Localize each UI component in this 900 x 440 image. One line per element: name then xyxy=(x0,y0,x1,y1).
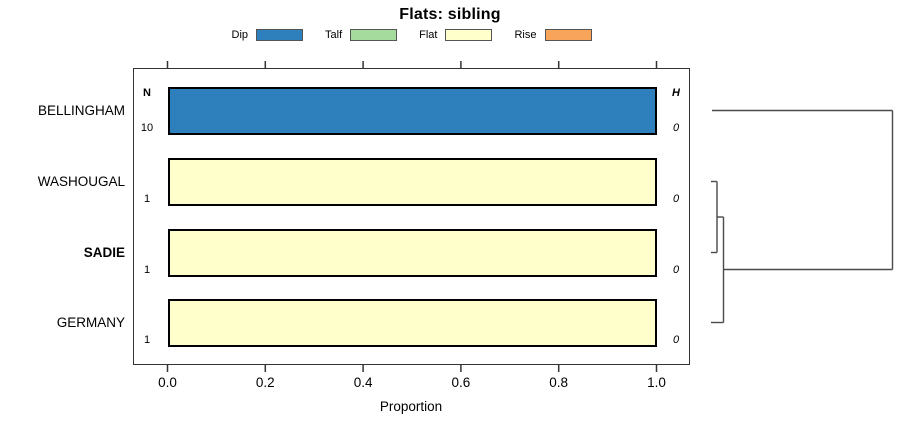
legend-item-talf: Talf xyxy=(325,28,398,42)
h-value: 0 xyxy=(672,263,680,276)
h-value: 0 xyxy=(672,193,680,205)
bar-segment-flat xyxy=(169,160,655,204)
legend-item-flat: Flat xyxy=(419,28,493,42)
legend-label: Flat xyxy=(419,29,438,41)
x-tick-label: 0.8 xyxy=(549,375,569,390)
h-column-header: H xyxy=(672,87,680,99)
n-column-header: N xyxy=(143,87,151,99)
h-value: 0 xyxy=(672,333,680,346)
legend-swatch xyxy=(445,29,493,41)
n-value: 1 xyxy=(143,263,151,276)
proportion-bar-washougal xyxy=(167,158,657,206)
chart-title: Flats: sibling xyxy=(399,6,501,23)
x-tick-label: 0.0 xyxy=(158,375,177,390)
legend-label: Rise xyxy=(514,29,537,41)
n-value: 10 xyxy=(140,122,154,134)
legend-item-dip: Dip xyxy=(232,28,304,42)
bar-segment-dip xyxy=(169,89,655,133)
proportion-bar-sadie xyxy=(167,228,657,277)
legend-label: Talf xyxy=(325,29,343,41)
legend-item-rise: Rise xyxy=(514,28,592,42)
n-value: 1 xyxy=(143,193,151,205)
y-axis-label-washougal: WASHOUGAL xyxy=(37,174,125,189)
x-tick-label: 0.6 xyxy=(451,375,471,390)
n-value: 1 xyxy=(143,333,151,346)
legend-label: Dip xyxy=(231,29,249,41)
bar-segment-flat xyxy=(169,230,655,275)
x-tick-label: 1.0 xyxy=(647,375,666,390)
y-axis-label-germany: GERMANY xyxy=(56,314,125,330)
y-axis-label-bellingham: BELLINGHAM xyxy=(37,103,125,118)
legend: Dip Talf Flat Rise xyxy=(133,27,690,43)
proportion-bar-germany xyxy=(167,298,657,347)
x-axis-title: Proportion xyxy=(379,399,443,414)
legend-swatch xyxy=(350,29,398,41)
bar-segment-flat xyxy=(169,300,655,345)
x-tick-label: 0.2 xyxy=(255,375,275,390)
legend-swatch xyxy=(544,29,592,41)
proportion-bar-bellingham xyxy=(167,87,657,135)
y-axis-label-sadie: SADIE xyxy=(83,244,125,260)
x-tick-label: 0.4 xyxy=(353,375,373,390)
legend-swatch xyxy=(256,29,304,41)
h-value: 0 xyxy=(672,122,680,134)
